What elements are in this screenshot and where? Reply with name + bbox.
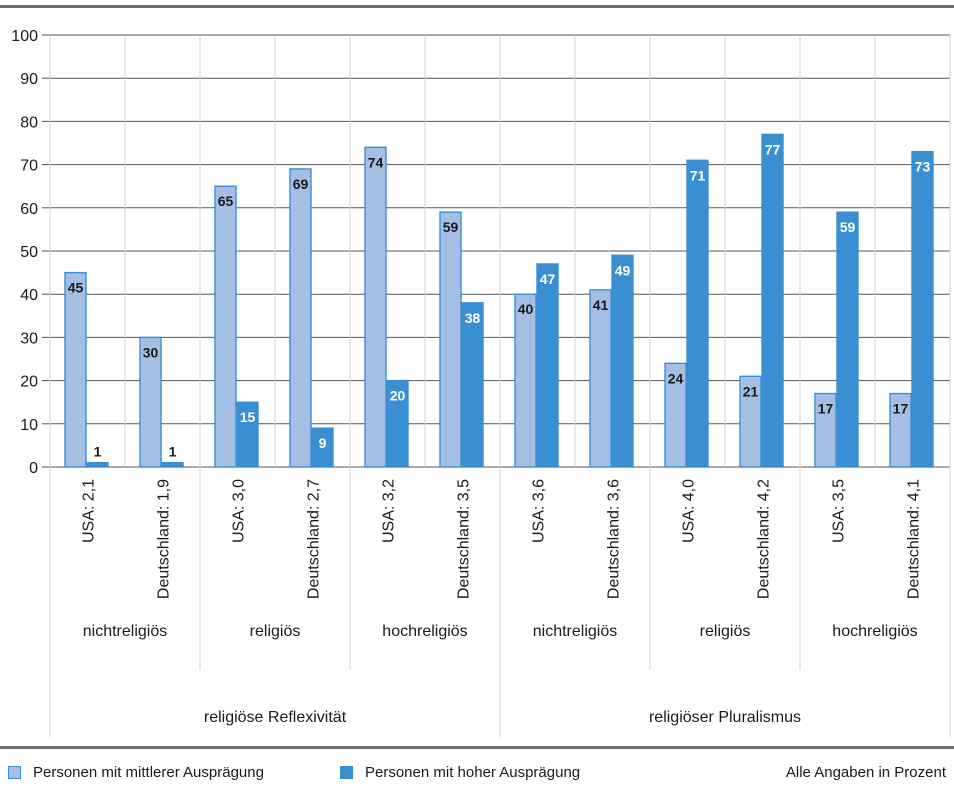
bar-medium [739,375,762,468]
bar-high [86,461,109,468]
bar-high [686,159,709,468]
bar-high [836,211,859,468]
data-label: 17 [818,401,834,417]
y-tick-label: 10 [20,417,38,434]
bar-medium [814,392,837,468]
y-tick-label: 30 [20,330,38,347]
data-label: 24 [668,370,684,386]
data-label: 30 [143,344,159,360]
bar-high [911,150,934,468]
category-label: USA: 4,0 [681,479,698,543]
bar-medium [514,293,537,468]
legend: Personen mit mittlerer Ausprägung Person… [0,762,954,784]
bar-high [761,133,784,468]
category-label: Deutschland: 2,7 [306,479,323,599]
y-tick-label: 70 [20,158,38,175]
y-tick-label: 60 [20,201,38,218]
data-label: 49 [615,262,631,278]
y-tick-label: 90 [20,71,38,88]
category-label: Deutschland: 4,2 [756,479,773,599]
bar-high [161,461,184,468]
bar-medium [664,362,687,468]
bar-medium [289,168,312,468]
legend-item-high: Personen mit hoher Ausprägung [340,764,580,781]
data-label: 15 [240,409,256,425]
data-label: 9 [319,435,327,451]
supergroup-label: religiöser Pluralismus [649,709,801,726]
bar-high [536,263,559,468]
y-tick-label: 100 [11,28,38,45]
bar-high [611,254,634,468]
legend-label-high: Personen mit hoher Ausprägung [365,764,581,781]
data-label: 59 [840,219,856,235]
units-note: Alle Angaben in Prozent [785,764,946,781]
category-label: USA: 3,5 [831,479,848,543]
data-label: 47 [540,271,556,287]
category-label: USA: 2,1 [81,479,98,543]
data-label: 21 [743,383,759,399]
y-tick-label: 80 [20,114,38,131]
bar-medium [439,211,462,468]
data-label: 74 [368,154,384,170]
bar-medium [64,271,87,468]
category-label: USA: 3,2 [381,479,398,543]
group-label: nichtreligiös [83,623,167,640]
bar-medium [889,392,912,468]
category-label: USA: 3,6 [531,479,548,543]
category-label: Deutschland: 4,1 [906,479,923,599]
group-label: religiös [700,623,751,640]
bar-medium [139,336,162,468]
group-label: nichtreligiös [533,623,617,640]
bar-high [386,379,409,468]
y-tick-label: 20 [20,374,38,391]
group-label: religiös [250,623,301,640]
bar-medium [589,289,612,468]
bar-medium [364,146,387,468]
data-label: 40 [518,301,534,317]
top-rule [0,5,954,8]
category-label: USA: 3,0 [231,479,248,543]
data-label: 38 [465,310,481,326]
category-label: Deutschland: 3,6 [606,479,623,599]
bar-medium [214,185,237,468]
data-label: 1 [94,444,102,460]
legend-label-medium: Personen mit mittlerer Ausprägung [33,764,264,781]
data-label: 41 [593,297,609,313]
data-label: 17 [893,401,909,417]
y-tick-label: 40 [20,287,38,304]
supergroup-label: religiöse Reflexivität [204,709,347,726]
y-tick-label: 50 [20,244,38,261]
bottom-rule [0,746,954,749]
bar-high [236,401,259,468]
category-label: Deutschland: 1,9 [156,479,173,599]
y-tick-label: 0 [29,460,38,477]
legend-swatch-high [340,766,353,779]
data-label: 73 [915,159,931,175]
bar-high [311,427,334,468]
data-label: 59 [443,219,459,235]
data-label: 1 [169,444,177,460]
legend-swatch-medium [8,766,21,779]
data-label: 65 [218,193,234,209]
category-label: Deutschland: 3,5 [456,479,473,599]
data-label: 77 [765,141,781,157]
data-label: 69 [293,176,309,192]
legend-item-medium: Personen mit mittlerer Ausprägung [8,764,264,781]
group-label: hochreligiös [382,623,467,640]
bar-high [461,302,484,468]
data-label: 45 [68,280,84,296]
data-label: 20 [390,388,406,404]
data-label: 71 [690,167,706,183]
group-label: hochreligiös [832,623,917,640]
